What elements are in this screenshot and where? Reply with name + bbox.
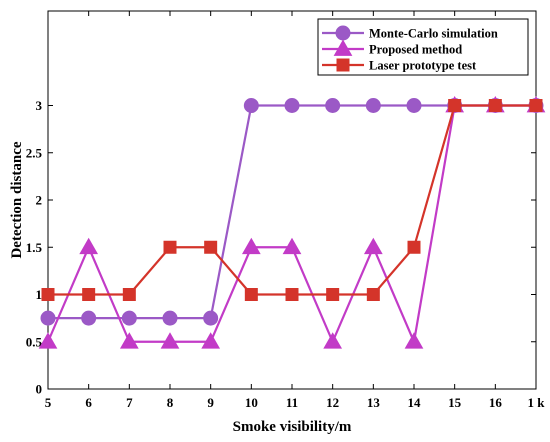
x-tick-label: 13: [367, 395, 381, 410]
data-point: [121, 310, 137, 326]
data-point: [407, 240, 421, 254]
series-square: [41, 99, 543, 301]
data-point: [163, 240, 177, 254]
data-point: [79, 237, 99, 255]
data-point: [203, 310, 219, 326]
y-tick-label: 2.5: [26, 145, 43, 160]
data-point: [40, 310, 56, 326]
data-point: [244, 288, 258, 301]
y-tick-label: 2: [36, 193, 43, 208]
series-layer: [38, 95, 546, 349]
legend-entry: Proposed method: [322, 39, 462, 57]
y-tick-label: 1: [36, 287, 43, 302]
y-axis-title: Detection distance: [9, 141, 25, 258]
x-tick-label: 12: [326, 395, 339, 410]
legend-entry: Laser prototype test: [322, 58, 477, 73]
y-tick-label: 0.5: [26, 334, 43, 349]
legend-marker: [335, 25, 351, 41]
x-tick-label: 6: [85, 395, 92, 410]
data-point: [243, 98, 259, 113]
y-tick-label: 1.5: [26, 240, 43, 255]
y-axis: 0 0.5 1 1.5 2 2.5 3: [26, 98, 536, 397]
x-tick-label: 10: [245, 395, 258, 410]
legend-label: Proposed method: [369, 43, 462, 57]
data-point: [204, 240, 218, 254]
data-point: [119, 332, 139, 349]
legend: Monte-Carlo simulation Proposed method Las…: [317, 18, 529, 76]
data-point: [241, 237, 261, 255]
data-point: [326, 288, 340, 301]
data-point: [282, 237, 302, 255]
data-point: [365, 98, 381, 113]
data-point: [201, 332, 221, 349]
x-tick-label: 5: [45, 395, 52, 410]
data-point: [160, 332, 180, 349]
x-tick-label: 1 k: [528, 395, 546, 410]
x-tick-label: 11: [286, 395, 298, 410]
x-tick-label: 15: [448, 395, 462, 410]
y-tick-label: 3: [36, 98, 43, 113]
y-tick-label: 0: [36, 382, 43, 397]
data-point: [366, 288, 380, 301]
data-point: [38, 332, 58, 349]
x-tick-label: 16: [489, 395, 503, 410]
data-point: [448, 99, 462, 112]
legend-marker: [336, 58, 350, 72]
data-point: [404, 332, 424, 349]
data-point: [285, 288, 299, 301]
data-point: [363, 237, 383, 255]
legend-label: Laser prototype test: [369, 59, 477, 73]
legend-marker: [333, 39, 353, 56]
legend-label: Monte-Carlo simulation: [369, 27, 498, 41]
data-point: [284, 98, 300, 113]
data-point: [488, 99, 502, 112]
data-point: [81, 310, 97, 326]
data-point: [122, 288, 136, 301]
data-point: [406, 98, 422, 113]
x-tick-label: 7: [126, 395, 133, 410]
data-point: [323, 332, 343, 349]
data-point: [41, 288, 55, 301]
x-tick-label: 14: [408, 395, 422, 410]
x-axis-title: Smoke visibility/m: [233, 419, 352, 435]
legend-entry: Monte-Carlo simulation: [322, 25, 498, 41]
data-point: [162, 310, 178, 326]
x-axis: 5 6 7 8 9 10 11 12 13 14 15 16 1 k: [45, 11, 546, 410]
data-point: [325, 98, 341, 113]
data-point: [82, 288, 96, 301]
x-tick-label: 9: [207, 395, 214, 410]
x-tick-label: 8: [167, 395, 174, 410]
data-point: [529, 99, 543, 112]
